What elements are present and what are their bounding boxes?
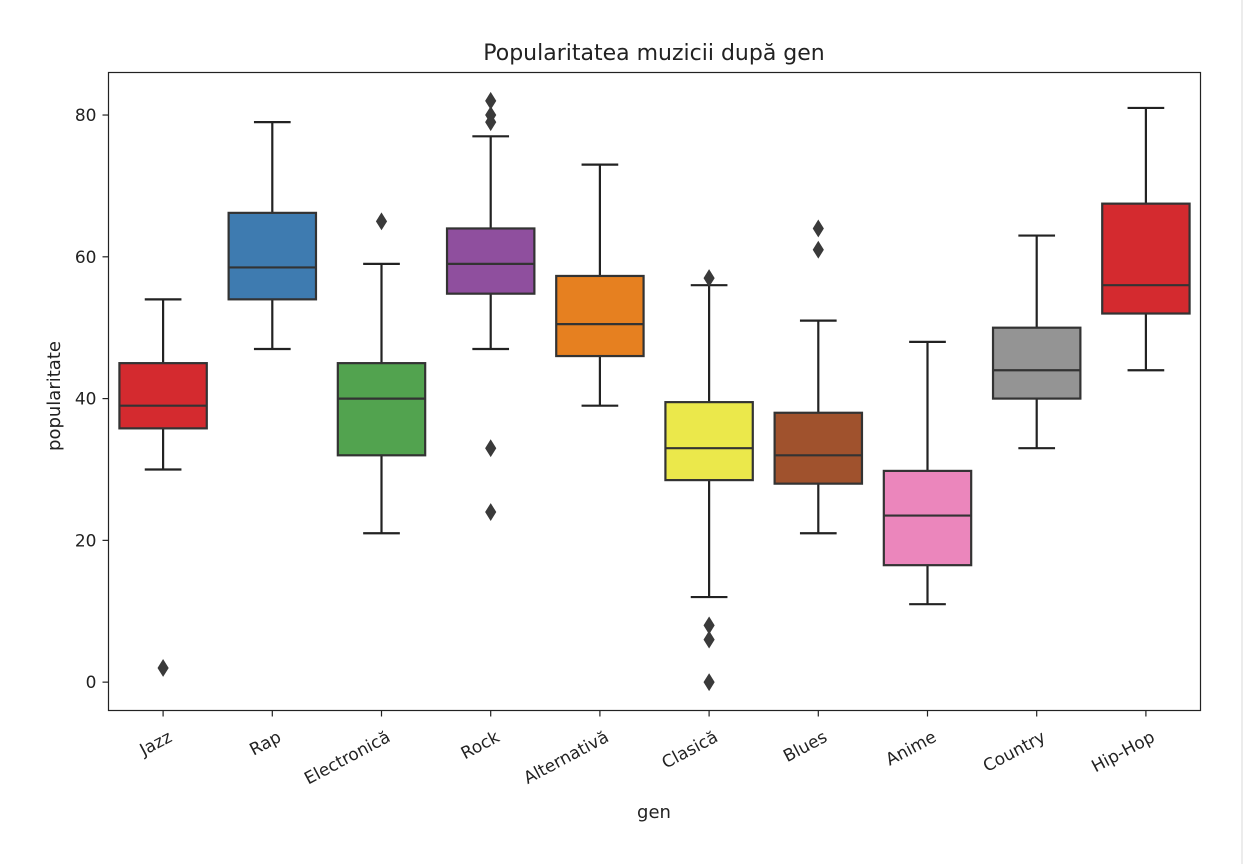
plot-area-frame xyxy=(107,71,1202,712)
outlier-point xyxy=(157,659,169,677)
boxes xyxy=(118,91,1191,692)
x-tick-label: Clasică xyxy=(659,727,722,773)
right-edge-border xyxy=(1241,0,1243,864)
x-tick-label: Country xyxy=(980,727,1049,776)
chart-title: Popularitatea muzicii după gen xyxy=(483,41,824,66)
x-axis-label: gen xyxy=(637,802,671,823)
y-axis: 0 20 40 60 80 xyxy=(75,106,109,693)
x-axis: Jazz Rap Electronică Rock Alternativă Clasică… xyxy=(136,710,1158,789)
box-iqr xyxy=(1101,202,1191,315)
box-group-blues xyxy=(773,219,864,535)
x-tick-label: Blues xyxy=(780,727,831,767)
box-group-country xyxy=(991,234,1082,450)
x-tick-label: Alternativă xyxy=(521,727,613,788)
x-tick-label: Rock xyxy=(458,727,503,764)
box-iqr xyxy=(227,211,318,301)
box-group-rap xyxy=(227,121,318,351)
box-iqr xyxy=(882,469,973,567)
box-iqr xyxy=(445,227,536,295)
outlier-point xyxy=(812,240,824,259)
box-group-rock xyxy=(445,91,536,521)
box-group-hip-hop xyxy=(1101,106,1191,372)
box-group-jazz xyxy=(118,298,208,677)
box-group-alternativă xyxy=(555,163,645,407)
outlier-point xyxy=(485,113,497,132)
outlier-point xyxy=(485,439,497,458)
box-group-clasică xyxy=(664,269,754,692)
outlier-point xyxy=(703,269,715,288)
box-iqr xyxy=(773,411,864,485)
y-tick-label: 40 xyxy=(75,390,97,410)
x-tick-label: Anime xyxy=(883,727,940,770)
x-tick-label: Jazz xyxy=(136,727,176,761)
box-iqr xyxy=(991,326,1082,400)
y-tick-label: 20 xyxy=(75,531,97,551)
y-axis-label: popularitate xyxy=(44,341,65,451)
box-group-electronică xyxy=(336,212,427,535)
box-iqr xyxy=(555,274,645,358)
y-tick-label: 60 xyxy=(75,248,97,268)
box-group-anime xyxy=(882,340,973,606)
box-iqr xyxy=(336,362,427,457)
x-tick-label: Rap xyxy=(246,727,284,760)
y-tick-label: 80 xyxy=(75,106,97,126)
outlier-point xyxy=(485,503,497,521)
outlier-point xyxy=(703,630,715,649)
x-tick-label: Hip-Hop xyxy=(1088,727,1158,777)
box-iqr xyxy=(664,401,754,482)
box-iqr xyxy=(118,362,208,430)
y-tick-label: 0 xyxy=(86,673,97,693)
x-tick-label: Electronică xyxy=(301,727,394,789)
outlier-point xyxy=(703,673,715,692)
outlier-point xyxy=(812,219,824,238)
outlier-point xyxy=(375,212,388,231)
